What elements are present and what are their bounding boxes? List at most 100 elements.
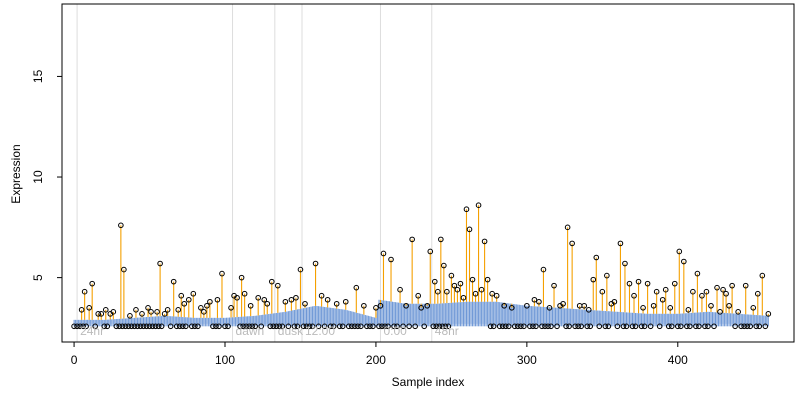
baseline-point — [330, 323, 337, 330]
data-point — [204, 302, 210, 309]
baseline-point — [578, 323, 584, 330]
baseline-point — [258, 323, 265, 330]
data-point — [435, 288, 441, 295]
data-point — [635, 278, 642, 285]
baseline-point — [518, 323, 524, 330]
data-point — [653, 288, 660, 295]
data-point — [444, 288, 450, 295]
baseline-point — [270, 323, 277, 330]
data-point — [418, 304, 425, 311]
baseline-point — [412, 323, 418, 330]
data-point — [438, 236, 444, 243]
time-marker-label: 0:00 — [383, 324, 407, 338]
baseline-point — [379, 323, 385, 330]
baseline-point — [542, 323, 548, 330]
baseline-point — [548, 323, 554, 330]
baseline-point — [674, 323, 681, 330]
baseline-point — [364, 323, 370, 330]
baseline-point — [143, 323, 150, 330]
baseline-point — [487, 323, 494, 330]
data-point — [441, 262, 447, 269]
data-point — [324, 296, 331, 303]
data-point — [714, 284, 720, 291]
data-point — [617, 240, 624, 247]
data-point — [297, 266, 304, 273]
data-point — [478, 286, 485, 293]
data-point — [302, 300, 308, 307]
baseline-point — [345, 323, 352, 330]
data-point — [650, 302, 657, 309]
data-point — [427, 248, 434, 255]
baseline-point — [421, 323, 428, 330]
baseline-point — [445, 323, 452, 330]
baseline-point — [436, 323, 443, 330]
baseline-point — [149, 323, 156, 330]
baseline-point — [367, 323, 373, 330]
data-point — [699, 292, 705, 299]
baseline-point — [554, 323, 560, 330]
baseline-point — [502, 323, 509, 330]
data-point — [726, 302, 732, 309]
baseline-point — [113, 323, 120, 330]
baseline-point — [152, 323, 159, 330]
data-point — [139, 311, 145, 317]
baseline-point — [216, 323, 222, 330]
baseline-point — [355, 323, 361, 330]
data-point — [102, 307, 109, 313]
baseline-point — [530, 323, 536, 330]
data-point — [282, 298, 289, 305]
baseline-point — [521, 323, 527, 330]
baseline-point — [210, 323, 216, 330]
baseline-point — [678, 323, 684, 330]
baseline-point — [348, 323, 355, 330]
y-axis-ticks: 5 10 15 — [31, 69, 62, 281]
baseline-point — [382, 323, 388, 330]
data-point — [729, 282, 735, 289]
baseline-point — [370, 323, 376, 330]
time-marker-label: 12:00 — [305, 324, 335, 338]
baseline-point — [137, 323, 144, 330]
data-point — [536, 298, 542, 305]
data-point — [157, 260, 163, 267]
baseline-point — [391, 323, 397, 330]
data-point — [590, 276, 597, 283]
baseline-point — [131, 323, 138, 330]
baseline-point — [575, 323, 581, 330]
baseline-point — [385, 323, 391, 330]
data-point — [593, 254, 600, 261]
data-point — [275, 282, 281, 289]
baseline-point — [545, 323, 551, 330]
baseline-point — [430, 323, 437, 330]
baseline-point — [195, 323, 201, 330]
baseline-point — [158, 323, 165, 330]
data-point — [388, 256, 394, 263]
baseline-point — [237, 323, 243, 330]
data-point — [424, 302, 431, 309]
baseline-point — [638, 323, 645, 330]
data-point — [255, 294, 262, 301]
baseline-point — [406, 323, 412, 330]
data-point — [121, 266, 127, 273]
baseline-point — [753, 323, 760, 330]
baseline-point — [74, 323, 80, 330]
baseline-point — [668, 323, 675, 330]
data-point — [241, 290, 248, 297]
baseline-point — [376, 323, 382, 330]
data-point — [403, 302, 409, 309]
baseline-point — [527, 323, 533, 330]
data-point — [145, 304, 151, 311]
data-point — [78, 307, 85, 313]
data-point — [214, 296, 221, 303]
data-point — [720, 286, 726, 293]
baseline-point — [252, 323, 258, 330]
baseline-point — [119, 323, 126, 330]
baseline-point — [155, 323, 162, 330]
data-point — [708, 302, 714, 309]
data-point — [546, 304, 553, 311]
baseline-point — [641, 323, 648, 330]
baseline-point — [122, 323, 129, 330]
data-point — [98, 311, 105, 317]
data-point — [564, 224, 571, 231]
data-point — [717, 309, 723, 315]
baseline-point — [140, 323, 147, 330]
